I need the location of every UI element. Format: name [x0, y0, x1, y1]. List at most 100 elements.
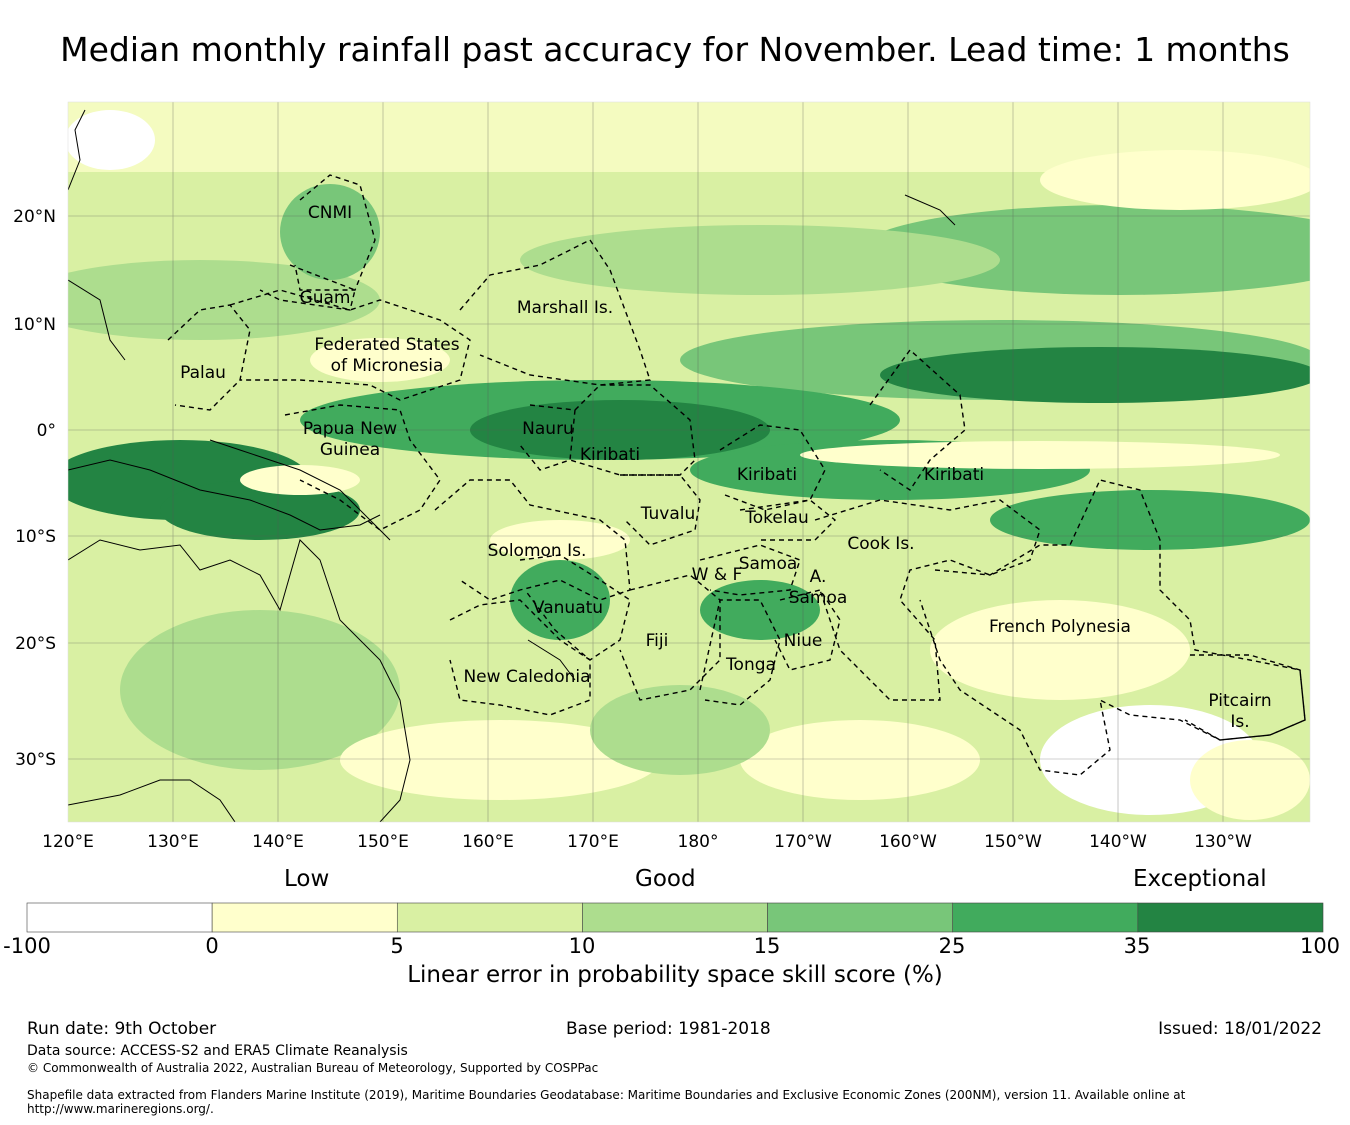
- label-french-polynesia: French Polynesia: [989, 617, 1131, 637]
- eez-vanuatu: [519, 554, 631, 661]
- label-samoa: Samoa: [739, 554, 798, 574]
- eez-pitcairn: [1184, 654, 1306, 741]
- shapefile-url: http://www.marineregions.org/.: [27, 1102, 214, 1116]
- eez-boundaries: [167, 174, 1306, 776]
- hawaii-coast: [904, 194, 956, 226]
- longitude-tick-label: 120°E: [42, 832, 94, 852]
- label-fiji: Fiji: [646, 631, 669, 651]
- latitude-tick-label: 0°: [37, 421, 56, 441]
- label-wallis-futuna: W & F: [692, 565, 743, 585]
- label-pitcairn-line2: Is.: [1230, 712, 1249, 732]
- label-tuvalu: Tuvalu: [640, 504, 696, 524]
- eez-fsm: [229, 289, 471, 401]
- latitude-tick-label: 20°N: [13, 207, 56, 227]
- colorbar-segment: [1137, 902, 1324, 933]
- eez-tokelau: [739, 499, 837, 541]
- label-fsm-line1: Federated States: [314, 335, 459, 355]
- eez-palau: [167, 304, 251, 411]
- colorbar-tick: 0: [205, 934, 219, 958]
- skill-patch: [590, 685, 770, 775]
- eez-tonga: [699, 599, 781, 706]
- colorbar-tick: 35: [1123, 934, 1151, 958]
- label-new-caledonia: New Caledonia: [463, 667, 590, 687]
- latitude-tick-label: 20°S: [15, 634, 56, 654]
- skill-patch: [740, 720, 980, 800]
- label-kiribati-phoenix: Kiribati: [737, 465, 797, 485]
- colorbar-segment: [26, 902, 213, 933]
- skill-patch: [68, 110, 155, 170]
- eez-solomon: [434, 479, 631, 601]
- colorbar-tick: -100: [3, 934, 51, 958]
- australia-coast: [68, 539, 411, 822]
- skill-patch: [340, 720, 660, 800]
- label-tonga: Tonga: [725, 655, 776, 675]
- skill-patch: [120, 610, 400, 770]
- skill-patch: [490, 520, 630, 560]
- label-cnmi: CNMI: [308, 203, 352, 223]
- label-cook: Cook Is.: [847, 534, 914, 554]
- colorbar-low-label: Low: [284, 866, 330, 892]
- label-niue: Niue: [784, 631, 823, 651]
- colorbar-axis-label: Linear error in probability space skill …: [407, 962, 943, 988]
- longitude-tick-label: 140°E: [252, 832, 304, 852]
- graticule: [68, 102, 1310, 822]
- eez-guam: [259, 264, 356, 311]
- eez-nauru: [519, 404, 576, 471]
- longitude-tick-label: 180°: [678, 832, 719, 852]
- skill-patch: [700, 580, 820, 640]
- eez-french-polynesia: [919, 479, 1306, 776]
- label-png-line1: Papua New: [303, 419, 397, 439]
- skill-patch: [930, 600, 1190, 700]
- label-fsm-line2: of Micronesia: [331, 356, 444, 376]
- latitude-labels: 20°N 10°N 0° 10°S 20°S 30°S: [13, 207, 56, 770]
- eez-cnmi: [294, 174, 376, 291]
- colorbar-tick: 5: [390, 934, 404, 958]
- skill-patch: [1190, 740, 1310, 820]
- run-date: Run date: 9th October: [27, 1019, 217, 1039]
- colorbar-segment: [396, 902, 583, 933]
- colorbar-segment: [952, 902, 1139, 933]
- label-vanuatu: Vanuatu: [533, 598, 603, 618]
- skill-patch: [800, 441, 1280, 469]
- label-png-line2: Guinea: [320, 440, 380, 460]
- asia-coast: [68, 109, 86, 191]
- new-guinea-north-coast: [209, 439, 391, 541]
- latitude-tick-label: 30°S: [15, 750, 56, 770]
- colorbar-tick: 10: [568, 934, 596, 958]
- new-guinea-south-coast: [68, 459, 381, 531]
- axis-labels: 120°E 130°E 140°E 150°E 160°E 170°E 180° 170°W 1…: [13, 207, 1252, 852]
- shapefile-credit: Shapefile data extracted from Flanders M…: [27, 1088, 1186, 1102]
- copyright: © Commonwealth of Australia 2022, Austra…: [27, 1061, 599, 1075]
- issued-date: Issued: 18/01/2022: [1158, 1019, 1322, 1039]
- longitude-tick-label: 170°E: [567, 832, 619, 852]
- skill-patch: [880, 347, 1310, 403]
- colorbar: [26, 902, 1324, 933]
- latitude-tick-label: 10°N: [13, 315, 56, 335]
- label-nauru: Nauru: [522, 419, 574, 439]
- label-solomon: Solomon Is.: [488, 541, 587, 561]
- colorbar-segment: [582, 902, 768, 933]
- longitude-tick-label: 160°W: [879, 832, 937, 852]
- eez-cook: [814, 499, 1041, 701]
- skill-patch: [510, 560, 610, 640]
- eez-samoa-wf: [699, 544, 801, 596]
- base-period: Base period: 1981-2018: [566, 1019, 771, 1039]
- label-marshall: Marshall Is.: [517, 298, 613, 318]
- label-kiribati-line: Kiribati: [924, 465, 984, 485]
- colorbar-segment: [767, 902, 954, 933]
- eez-tuvalu: [620, 474, 701, 546]
- eez-kiribati-line: [869, 348, 966, 491]
- australia-south-coast: [68, 779, 236, 822]
- label-palau: Palau: [180, 363, 226, 383]
- eez-png: [284, 404, 441, 531]
- colorbar-exceptional-label: Exceptional: [1133, 866, 1267, 892]
- skill-patch: [280, 184, 380, 280]
- colorbar-tick: 25: [938, 934, 966, 958]
- eez-fiji: [619, 574, 721, 701]
- skill-patch: [310, 338, 450, 382]
- label-pitcairn-line1: Pitcairn: [1208, 691, 1271, 711]
- longitude-labels: 120°E 130°E 140°E 150°E 160°E 170°E 180° 170°W 1…: [42, 832, 1252, 852]
- longitude-tick-label: 150°E: [357, 832, 409, 852]
- colorbar-tick: 15: [753, 934, 781, 958]
